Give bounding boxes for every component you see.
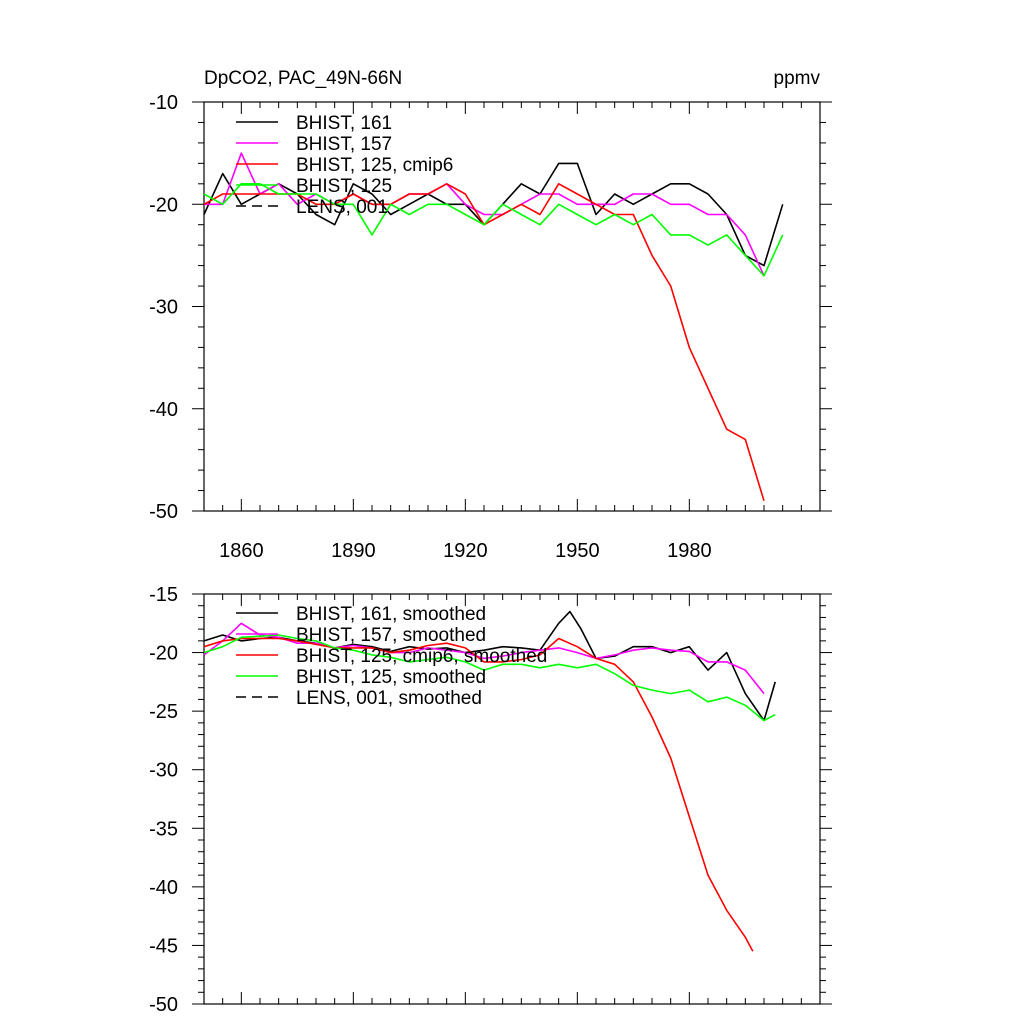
- legend-label: BHIST, 161, smoothed: [296, 604, 486, 625]
- legend-label: LENS, 001, smoothed: [296, 688, 482, 709]
- y-tick-label: -30: [149, 760, 178, 782]
- plot-frame: [203, 593, 821, 1005]
- series-line-2: [203, 183, 765, 502]
- y-tick-label: -20: [149, 194, 178, 216]
- y-tick-label: -40: [149, 877, 178, 899]
- y-tick-label: -40: [149, 399, 178, 421]
- legend-label: BHIST, 157, smoothed: [296, 625, 486, 646]
- y-tick-label: -20: [149, 643, 178, 665]
- top-panel: 1860 1890 1920 1950 1980 -50 -40 -30 -20 -10 BHIST…: [149, 92, 832, 562]
- legend-label: BHIST, 125, cmip6: [296, 155, 453, 176]
- x-tick-label: 1950: [555, 540, 600, 562]
- y-tick-label: -50: [149, 994, 178, 1016]
- series-line-3: [203, 183, 784, 277]
- chart-units: ppmv: [774, 68, 821, 89]
- y-tick-label: -10: [149, 92, 178, 114]
- legend-label: BHIST, 125, smoothed: [296, 667, 486, 688]
- y-tick-label: -30: [149, 297, 178, 319]
- series-line-1: [203, 622, 765, 695]
- legend-label: BHIST, 157: [296, 134, 392, 155]
- x-tick-label: 1860: [219, 540, 264, 562]
- legend-label: LENS, 001: [296, 197, 388, 218]
- y-tick-label: -45: [149, 935, 178, 957]
- legend-label: BHIST, 161: [296, 113, 392, 134]
- series-line-2: [203, 637, 754, 952]
- y-tick-label: -35: [149, 818, 178, 840]
- legend-label: BHIST, 125: [296, 176, 392, 197]
- x-tick-label: 1980: [667, 540, 712, 562]
- bottom-panel: -50 -45 -40 -35 -30 -25 -20 -15 BHIST, 161, smoo…: [149, 584, 832, 1016]
- y-tick-label: -25: [149, 701, 178, 723]
- series-line-1: [204, 152, 765, 277]
- chart-title: DpCO2, PAC_49N-66N: [204, 68, 402, 89]
- y-tick-label: -15: [149, 584, 178, 606]
- series-line-3: [203, 634, 776, 722]
- x-tick-label: 1890: [331, 540, 376, 562]
- legend-label: BHIST, 125, cmip6, smoothed: [296, 646, 547, 667]
- y-tick-label: -50: [149, 501, 178, 523]
- x-tick-label: 1920: [443, 540, 488, 562]
